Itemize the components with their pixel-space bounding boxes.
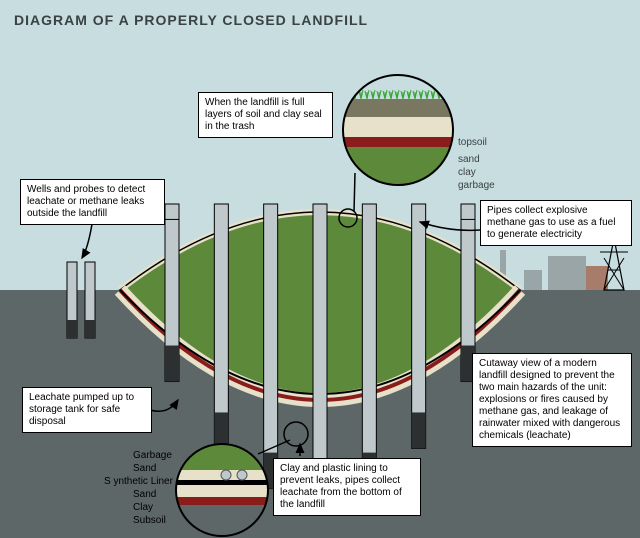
cap-label-garbage: garbage: [458, 179, 495, 193]
cap-label-topsoil: topsoil: [458, 136, 487, 150]
callout-seal: When the landfill is full layers of soil…: [198, 92, 333, 138]
cap-label-sand: sand: [458, 153, 480, 167]
base-label-garbage: Garbage: [133, 449, 172, 463]
cap-label-clay: clay: [458, 166, 476, 180]
callout-pipes: Pipes collect explosive methane gas to u…: [480, 200, 632, 246]
callout-cutaway: Cutaway view of a modern landfill design…: [472, 353, 632, 447]
base-label-liner: S ynthetic Liner: [104, 475, 173, 489]
callout-wells: Wells and probes to detect leachate or m…: [20, 179, 165, 225]
callout-leachate: Leachate pumped up to storage tank for s…: [22, 387, 152, 433]
base-label-sand2: Sand: [133, 488, 156, 502]
diagram-stage: DIAGRAM OF A PROPERLY CLOSED LANDFILL We…: [0, 0, 640, 538]
diagram-title: DIAGRAM OF A PROPERLY CLOSED LANDFILL: [14, 12, 368, 28]
base-label-sand: Sand: [133, 462, 156, 476]
callout-lining: Clay and plastic lining to prevent leaks…: [273, 458, 421, 516]
base-label-clay: Clay: [133, 501, 153, 515]
base-label-subsoil: Subsoil: [133, 514, 166, 528]
